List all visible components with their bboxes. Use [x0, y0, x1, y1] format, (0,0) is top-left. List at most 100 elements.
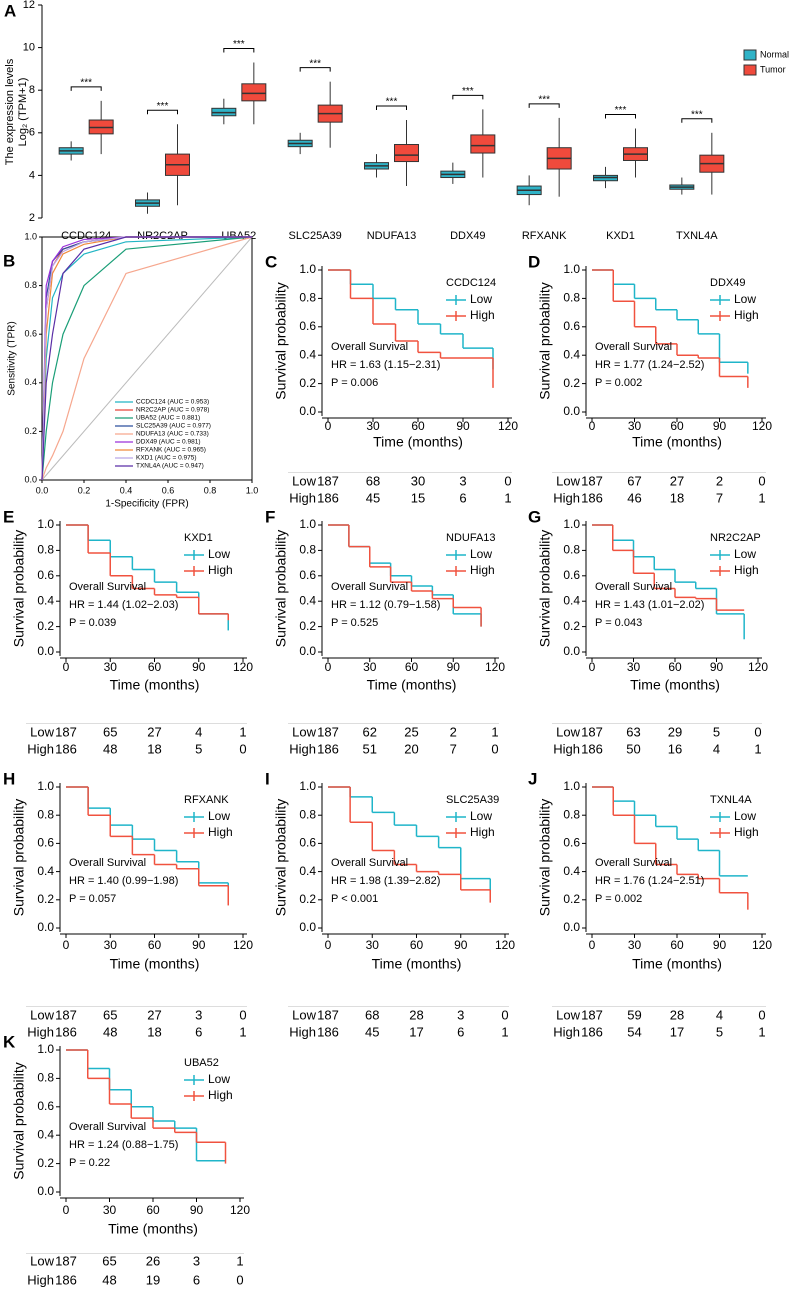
risk-count: 45 [366, 490, 380, 505]
y-tick-label: 0.4 [37, 864, 54, 878]
legend-label: UBA52 (AUC = 0.881) [136, 415, 200, 422]
legend-label: SLC25A39 (AUC = 0.977) [136, 423, 211, 430]
x-tick-label: 120 [748, 660, 768, 674]
risk-row-label: Low [556, 724, 580, 739]
x-tick-label: 90 [190, 1203, 204, 1217]
risk-count: 4 [195, 724, 202, 739]
risk-count: 50 [626, 741, 640, 756]
risk-count: 19 [146, 1272, 160, 1287]
hazard-ratio: HR = 1.43 (1.01−2.02) [595, 599, 704, 611]
y-tick-label: 1.0 [299, 517, 316, 531]
risk-count: 2 [450, 724, 457, 739]
x-tick-label: 60 [148, 660, 162, 674]
risk-count: 1 [239, 1024, 246, 1039]
y-tick-label: 0.8 [24, 280, 37, 290]
x-axis-label: Time (months) [632, 956, 722, 972]
annotation: Overall Survival [595, 581, 672, 593]
gene-label: DDX49 [710, 277, 745, 289]
risk-count: 45 [365, 1024, 379, 1039]
significance-label: *** [538, 95, 550, 106]
risk-count: 187 [581, 473, 603, 488]
x-axis-label: Time (months) [372, 956, 462, 972]
y-tick-label: 0.6 [563, 568, 580, 582]
risk-row-label: Low [30, 1007, 54, 1022]
gene-label: NR2C2AP [710, 532, 761, 544]
y-tick-label: 0.8 [563, 543, 580, 557]
legend-label: CCDC124 (AUC = 0.953) [136, 399, 209, 406]
y-tick-label: 0.4 [37, 593, 54, 607]
x-tick-label: NR2C2AP [137, 230, 188, 242]
risk-count: 27 [670, 473, 684, 488]
x-tick-label: 0 [63, 660, 70, 674]
x-tick-label: 30 [104, 660, 118, 674]
risk-row-label: High [27, 1024, 54, 1039]
risk-count: 187 [55, 1007, 77, 1022]
x-tick-label: 0.6 [162, 485, 175, 495]
risk-row-label: Low [556, 1007, 580, 1022]
x-tick-label: 30 [366, 419, 380, 433]
x-tick-label: 30 [366, 938, 380, 952]
x-axis-label: 1-Specificity (FPR) [105, 499, 188, 510]
risk-count: 186 [317, 1024, 339, 1039]
y-tick-label: 0.8 [37, 543, 54, 557]
risk-count: 7 [450, 741, 457, 756]
risk-count: 186 [55, 741, 77, 756]
p-value: P = 0.525 [331, 617, 378, 629]
x-axis-label: Time (months) [110, 956, 200, 972]
legend-swatch [743, 64, 757, 76]
y-tick-label: 1.0 [37, 517, 54, 531]
y-tick-label: 0.8 [299, 543, 316, 557]
y-tick-label: 8 [29, 84, 35, 96]
risk-count: 3 [457, 1007, 464, 1022]
legend-swatch [743, 49, 757, 61]
risk-row-label: Low [292, 1007, 316, 1022]
risk-count: 63 [626, 724, 640, 739]
risk-count: 27 [147, 1007, 161, 1022]
risk-count: 1 [504, 490, 511, 505]
risk-count: 3 [193, 1253, 200, 1268]
x-tick-label: 90 [454, 938, 468, 952]
legend-label: High [208, 825, 233, 839]
y-tick-label: 0.0 [37, 1184, 54, 1198]
p-value: P = 0.039 [69, 617, 116, 629]
risk-count: 186 [55, 1272, 77, 1287]
x-tick-label: 120 [495, 938, 515, 952]
risk-count: 0 [501, 1007, 508, 1022]
hazard-ratio: HR = 1.24 (0.88−1.75) [69, 1139, 178, 1151]
x-tick-label: 90 [456, 419, 470, 433]
y-axis-label: Survival probability [273, 530, 289, 648]
x-tick-label: 0.2 [78, 485, 91, 495]
box [394, 144, 419, 163]
gene-label: SLC25A39 [446, 794, 499, 806]
legend-label: Low [734, 809, 756, 823]
y-tick-label: 0.6 [37, 836, 54, 850]
y-tick-label: 0.0 [563, 920, 580, 934]
x-tick-label: KXD1 [606, 230, 635, 242]
y-tick-label: 0.4 [24, 377, 37, 387]
legend-label: High [470, 825, 495, 839]
y-axis-label: Survival probability [11, 799, 27, 917]
significance-bracket [452, 94, 484, 100]
y-tick-label: 6 [29, 127, 35, 139]
significance-label: *** [615, 105, 627, 116]
legend-label: DDX49 (AUC = 0.981) [136, 439, 201, 446]
p-value: P = 0.006 [331, 377, 378, 389]
y-tick-label: 0.8 [37, 1071, 54, 1085]
significance-bracket [223, 48, 255, 53]
legend-label: Low [734, 547, 756, 561]
risk-count: 0 [758, 473, 765, 488]
hazard-ratio: HR = 1.77 (1.24−2.52) [595, 359, 704, 371]
x-tick-label: 60 [410, 938, 424, 952]
legend-label: Low [470, 292, 492, 306]
y-tick-label: 0.2 [563, 892, 580, 906]
legend-label: High [734, 825, 759, 839]
x-tick-label: 60 [146, 1203, 160, 1217]
risk-count: 48 [103, 741, 117, 756]
y-tick-label: 0.8 [299, 807, 316, 821]
x-tick-label: 60 [405, 660, 419, 674]
x-axis-label: Time (months) [108, 1221, 198, 1237]
risk-count: 18 [147, 741, 161, 756]
risk-count: 6 [459, 490, 466, 505]
